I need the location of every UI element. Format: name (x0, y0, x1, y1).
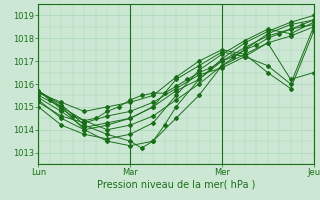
X-axis label: Pression niveau de la mer( hPa ): Pression niveau de la mer( hPa ) (97, 180, 255, 190)
